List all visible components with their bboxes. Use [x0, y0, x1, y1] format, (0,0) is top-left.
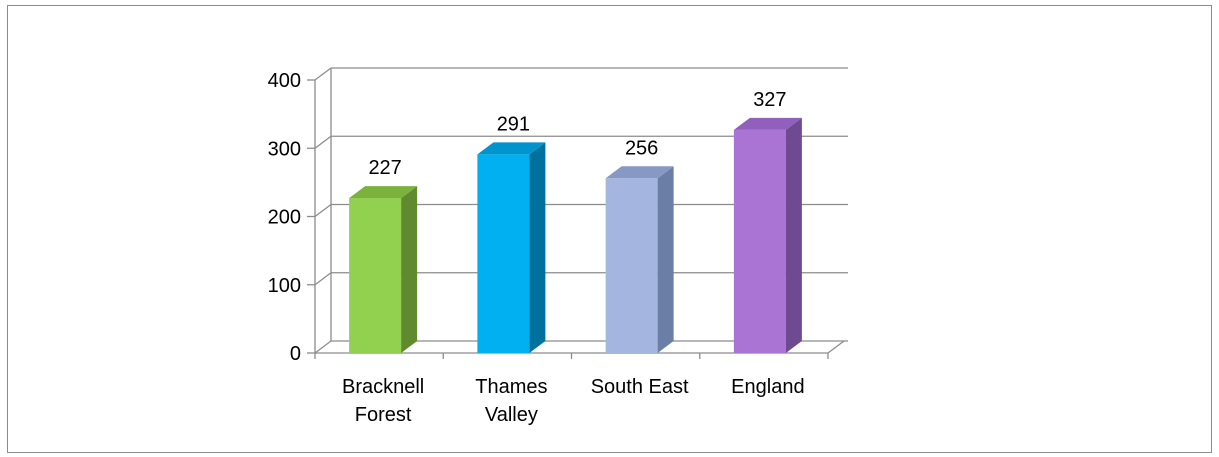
- bar-top: [349, 186, 418, 199]
- x-tick-label: Bracknell: [342, 376, 424, 398]
- data-label: 227: [368, 157, 401, 179]
- labels: 227 Bracknell Forest 291 Thames Valley 256 Sout…: [342, 89, 805, 426]
- bar: [349, 198, 402, 353]
- gridline-depth: [314, 203, 332, 218]
- x-tick-label: Thames: [475, 376, 547, 398]
- x-tick-label: Valley: [485, 404, 538, 426]
- bar-top: [477, 142, 546, 155]
- bar-side: [785, 117, 802, 353]
- bar-side: [401, 186, 418, 353]
- data-label: 256: [625, 137, 658, 159]
- y-tick-label: 100: [268, 275, 301, 297]
- bar: [477, 154, 530, 353]
- x-tick-label: South East: [591, 376, 689, 398]
- y-tick-label: 400: [268, 70, 301, 92]
- bar-side: [529, 142, 546, 353]
- x-tick-label: England: [731, 376, 804, 398]
- data-label: 327: [753, 89, 786, 111]
- gridline-depth: [314, 135, 332, 149]
- bar: [733, 129, 786, 353]
- bar-side: [657, 166, 674, 353]
- gridline-depth: [314, 67, 332, 81]
- bar-top: [605, 166, 674, 179]
- bars: [349, 117, 802, 353]
- gridline-depth: [314, 340, 332, 354]
- y-tick-label: 200: [268, 207, 301, 229]
- bar: [605, 178, 658, 353]
- y-tick-label: 300: [268, 138, 301, 160]
- bar-top: [733, 117, 802, 130]
- y-tick-label: 0: [290, 343, 301, 365]
- x-tick-label: Forest: [355, 404, 412, 426]
- data-label: 291: [497, 113, 530, 135]
- gridline-depth: [314, 272, 332, 286]
